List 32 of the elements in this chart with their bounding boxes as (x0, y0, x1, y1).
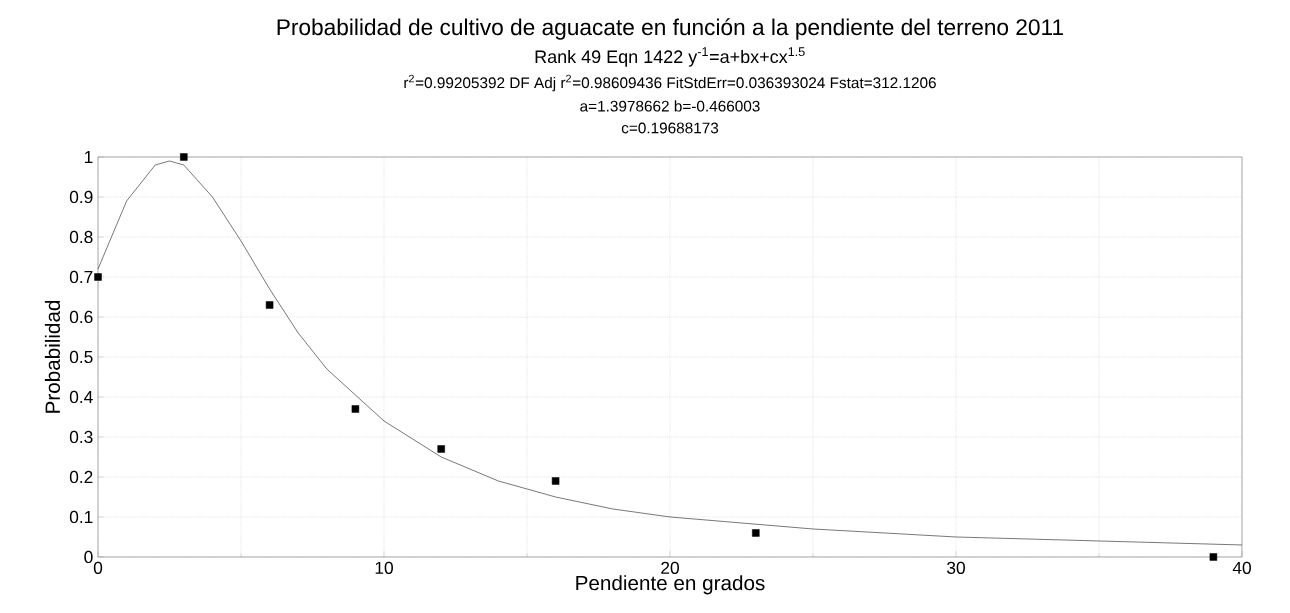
text: c=0.19688173 (621, 122, 719, 134)
y-tick-label: 0.7 (69, 270, 93, 284)
y-tick-label: 0.5 (69, 350, 93, 364)
y-tick-label: 0.3 (69, 430, 93, 444)
point (94, 273, 102, 281)
point (180, 153, 188, 161)
x-tick-label: 40 (1232, 561, 1251, 574)
point (1209, 553, 1218, 561)
y-tick-label: 0.9 (69, 190, 93, 204)
text: r$^{2}$=0.99205392 DF Adj r$^{2}$=0.98609436 FitStdErr=0.036393024 Fstat=312.1206 (404, 74, 936, 92)
y-tick-label: 0.1 (69, 510, 93, 524)
y-tick-label: 0.6 (69, 310, 93, 324)
point (752, 529, 760, 537)
chart-subtitle: Rank 49 Eqn 1422 y$^{-1}$=a+bx+cx$^{1.5}$ (535, 47, 805, 67)
y-tick-label: 0.4 (69, 390, 93, 404)
x-tick-label: 30 (947, 561, 965, 574)
y-axis-title: Probabilidad (44, 300, 61, 413)
y-tick-label: 0 (84, 550, 93, 564)
point (265, 301, 274, 309)
x-axis-title: Pendiente en grados (576, 575, 765, 595)
x-tick-label: 0 (93, 561, 103, 574)
y-tick-label: 1 (84, 151, 93, 163)
x-tick-label: 10 (375, 561, 393, 574)
point (351, 405, 360, 413)
point (437, 445, 445, 453)
y-tick-label: 0.8 (69, 230, 93, 244)
chart-title: Probabilidad de cultivo de aguacate en función a la pendiente del terreno 2011 (277, 18, 1063, 40)
point (551, 477, 560, 485)
y-tick-label: 0.2 (69, 470, 93, 484)
line-series (97, 160, 1243, 546)
text: a=1.3978662 b=-0.466003 (580, 100, 760, 112)
x-tick-label: 20 (661, 561, 679, 574)
